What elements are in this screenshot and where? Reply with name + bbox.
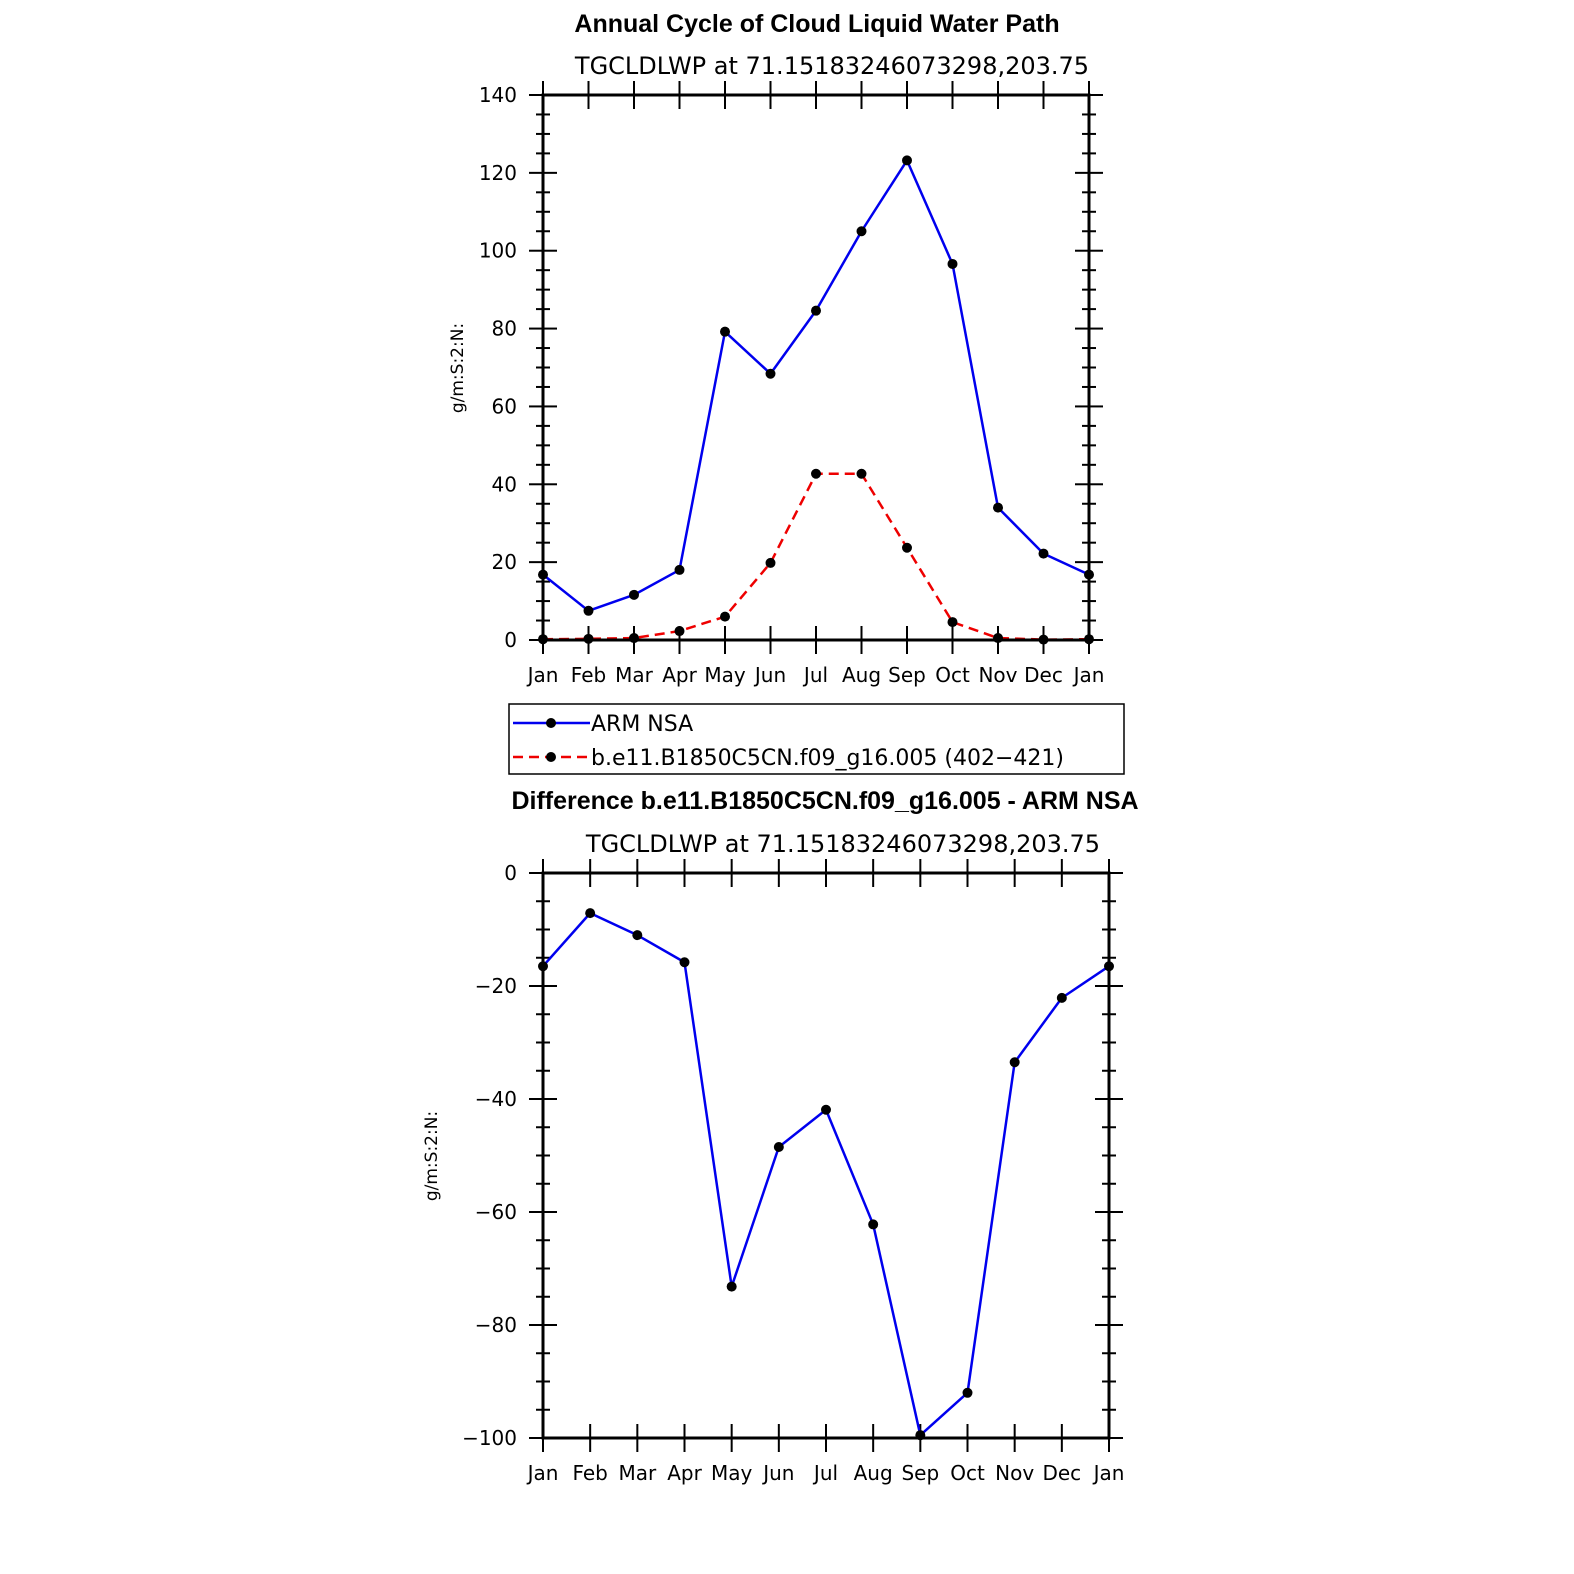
x-tick-labels: Jan Feb Mar Apr May Jun Jul Aug Sep Oct Nov Dec Jan bbox=[526, 1461, 1125, 1485]
y-tick-label: −100 bbox=[462, 1426, 517, 1450]
x-tick-label: Dec bbox=[1024, 663, 1063, 687]
y-tick-label: 60 bbox=[492, 394, 517, 418]
data-point bbox=[629, 589, 639, 600]
series-line-0 bbox=[542, 159, 1090, 613]
series-layer bbox=[538, 155, 1094, 645]
legend-box bbox=[508, 703, 1125, 775]
y-tick-labels: −100 −80 −60 −40 −20 0 bbox=[462, 861, 517, 1450]
data-point bbox=[902, 542, 912, 553]
x-tick-label: May bbox=[704, 663, 746, 687]
x-tick-label: May bbox=[711, 1461, 753, 1485]
data-point bbox=[868, 1219, 879, 1230]
data-point bbox=[674, 626, 685, 637]
chart-title: Difference b.e11.B1850C5CN.f09_g16.005 -… bbox=[511, 787, 1138, 815]
data-point bbox=[720, 326, 730, 337]
legend-label-model: b.e11.B1850C5CN.f09_g16.005 (402−421) bbox=[591, 746, 1064, 771]
plot-frame bbox=[541, 871, 1111, 1440]
data-point bbox=[765, 557, 776, 568]
tick-layer bbox=[529, 859, 1123, 1452]
x-tick-label: Mar bbox=[618, 1461, 657, 1485]
data-point bbox=[821, 1104, 831, 1115]
x-tick-label: Apr bbox=[662, 663, 697, 687]
x-tick-label: Aug bbox=[842, 663, 881, 687]
y-tick-label: 20 bbox=[492, 550, 517, 574]
data-point bbox=[947, 258, 958, 269]
series-line-1 bbox=[542, 472, 1090, 641]
x-tick-label: Jan bbox=[1072, 663, 1105, 687]
x-tick-label: Nov bbox=[995, 1461, 1034, 1485]
x-tick-label: Jan bbox=[1092, 1461, 1125, 1485]
legend-marker-arm-nsa bbox=[546, 718, 556, 728]
annual-cycle-chart: Annual Cycle of Cloud Liquid Water Path … bbox=[448, 10, 1104, 687]
legend-label-arm-nsa: ARM NSA bbox=[591, 712, 693, 737]
y-tick-label: −40 bbox=[475, 1087, 517, 1111]
x-tick-label: Jul bbox=[802, 663, 828, 687]
x-tick-label: Feb bbox=[571, 663, 606, 687]
y-tick-label: 100 bbox=[479, 239, 517, 263]
data-point bbox=[962, 1387, 973, 1398]
y-tick-label: 140 bbox=[479, 83, 517, 107]
plot-frame bbox=[541, 93, 1091, 642]
x-tick-label: Oct bbox=[935, 663, 970, 687]
tick-layer bbox=[529, 81, 1103, 654]
x-tick-label: Jan bbox=[526, 663, 559, 687]
x-tick-label: Mar bbox=[615, 663, 654, 687]
data-point bbox=[674, 564, 685, 575]
chart-subtitle: TGCLDLWP at 71.15183246073298,203.75 bbox=[585, 830, 1100, 858]
y-tick-label: −20 bbox=[475, 974, 517, 998]
x-tick-label: Jul bbox=[812, 1461, 838, 1485]
data-point bbox=[773, 1142, 784, 1153]
x-tick-labels: Jan Feb Mar Apr May Jun Jul Aug Sep Oct Nov Dec Jan bbox=[526, 663, 1105, 687]
data-point bbox=[632, 930, 643, 941]
y-tick-label: −60 bbox=[475, 1200, 517, 1224]
y-axis-label: g/m:S:2:N: bbox=[448, 323, 468, 413]
y-tick-label: 40 bbox=[492, 472, 517, 496]
y-tick-label: 80 bbox=[492, 317, 517, 341]
y-axis-label: g/m:S:2:N: bbox=[422, 1111, 442, 1201]
data-point bbox=[856, 468, 867, 479]
data-point bbox=[679, 957, 690, 968]
series-line-0 bbox=[542, 911, 1110, 1437]
y-tick-label: 0 bbox=[504, 628, 517, 652]
x-tick-label: Jun bbox=[761, 1461, 794, 1485]
data-point bbox=[993, 633, 1003, 644]
series-layer bbox=[538, 908, 1114, 1441]
data-point bbox=[902, 155, 912, 166]
data-point bbox=[1056, 992, 1067, 1003]
chart-subtitle: TGCLDLWP at 71.15183246073298,203.75 bbox=[574, 52, 1089, 80]
x-tick-label: Jan bbox=[526, 1461, 559, 1485]
data-point bbox=[947, 617, 958, 628]
legend-marker-model bbox=[546, 752, 556, 762]
legend: ARM NSA b.e11.B1850C5CN.f09_g16.005 (402… bbox=[508, 703, 1125, 775]
x-tick-label: Aug bbox=[854, 1461, 893, 1485]
y-tick-label: 120 bbox=[479, 161, 517, 185]
data-point bbox=[993, 502, 1003, 513]
y-tick-labels: 0 20 40 60 80 100 120 140 bbox=[479, 83, 517, 652]
x-tick-label: Nov bbox=[978, 663, 1017, 687]
x-tick-label: Jun bbox=[753, 663, 786, 687]
y-tick-label: −80 bbox=[475, 1313, 517, 1337]
data-point bbox=[811, 305, 821, 316]
chart-title: Annual Cycle of Cloud Liquid Water Path bbox=[574, 10, 1059, 38]
data-point bbox=[811, 468, 821, 479]
data-point bbox=[629, 633, 639, 644]
data-point bbox=[726, 1281, 737, 1292]
x-tick-label: Apr bbox=[667, 1461, 702, 1485]
data-point bbox=[720, 611, 730, 622]
data-point bbox=[583, 605, 594, 616]
data-point bbox=[765, 368, 776, 379]
y-tick-label: 0 bbox=[504, 861, 517, 885]
data-point bbox=[585, 908, 596, 919]
data-point bbox=[1038, 548, 1049, 559]
x-tick-label: Sep bbox=[888, 663, 926, 687]
difference-chart: Difference b.e11.B1850C5CN.f09_g16.005 -… bbox=[422, 787, 1139, 1485]
data-point bbox=[1009, 1057, 1020, 1068]
x-tick-label: Feb bbox=[572, 1461, 607, 1485]
x-tick-label: Sep bbox=[901, 1461, 939, 1485]
x-tick-label: Dec bbox=[1042, 1461, 1081, 1485]
x-tick-label: Oct bbox=[950, 1461, 985, 1485]
data-point bbox=[856, 226, 867, 237]
